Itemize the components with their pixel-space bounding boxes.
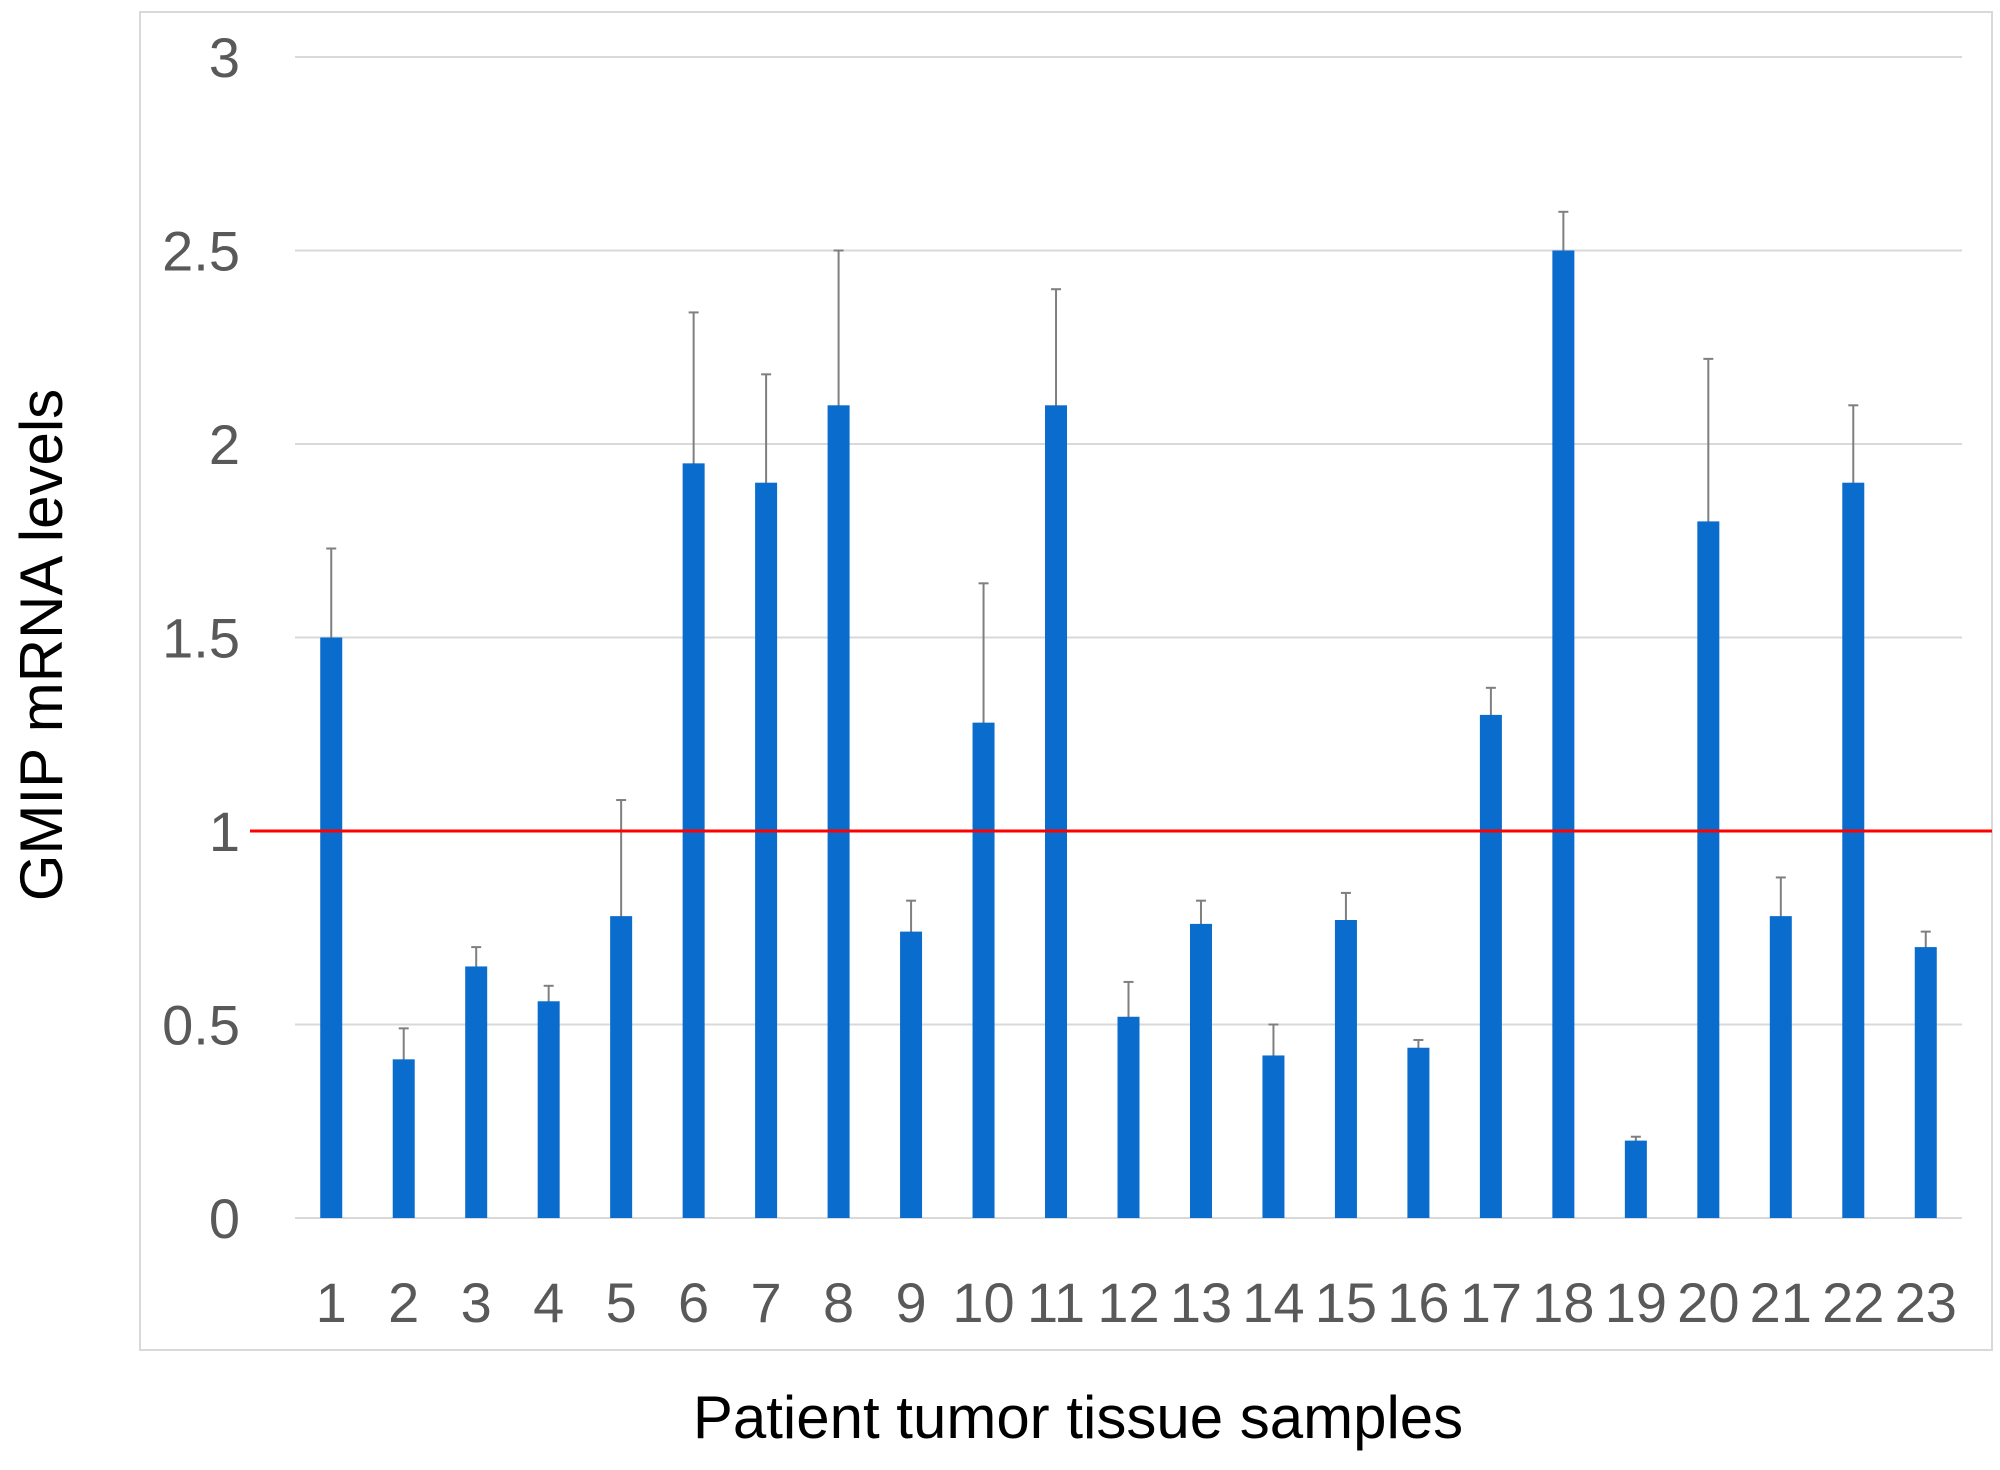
x-tick-label: 8 (823, 1271, 854, 1334)
x-tick-label: 16 (1387, 1271, 1449, 1334)
bar-sample-5 (610, 916, 633, 1218)
x-tick-label: 17 (1460, 1271, 1522, 1334)
x-tick-label: 21 (1750, 1271, 1812, 1334)
y-tick-label: 3 (209, 26, 240, 89)
bar-sample-6 (682, 463, 705, 1219)
x-tick-label: 13 (1170, 1271, 1232, 1334)
bar-sample-15 (1334, 920, 1357, 1218)
x-tick-label: 22 (1822, 1271, 1884, 1334)
bar-sample-4 (537, 1001, 560, 1218)
bar-sample-16 (1407, 1047, 1430, 1218)
bar-sample-19 (1624, 1140, 1647, 1218)
bar-sample-7 (755, 482, 778, 1218)
bar-sample-10 (972, 722, 995, 1218)
bar-sample-14 (1262, 1055, 1285, 1218)
x-tick-label: 5 (606, 1271, 637, 1334)
x-tick-label: 14 (1242, 1271, 1304, 1334)
y-tick-label: 2 (209, 413, 240, 476)
x-tick-label: 12 (1097, 1271, 1159, 1334)
x-tick-label: 1 (316, 1271, 347, 1334)
y-tick-label: 0 (209, 1187, 240, 1250)
x-tick-label: 20 (1677, 1271, 1739, 1334)
bar-sample-18 (1552, 250, 1575, 1218)
bar-sample-12 (1117, 1016, 1140, 1218)
bar-sample-22 (1842, 482, 1865, 1218)
x-axis-title: Patient tumor tissue samples (693, 1384, 1463, 1451)
x-tick-label: 6 (678, 1271, 709, 1334)
y-tick-label: 1.5 (162, 607, 240, 670)
x-tick-label: 15 (1315, 1271, 1377, 1334)
x-tick-label: 19 (1605, 1271, 1667, 1334)
y-axis-ticks: 0 0.5 1 1.5 2 2.5 3 (162, 26, 240, 1250)
bar-sample-23 (1914, 947, 1937, 1218)
bar-sample-21 (1769, 916, 1792, 1218)
gridlines (295, 56, 1962, 1219)
y-tick-label: 1 (209, 800, 240, 863)
y-axis-title: GMIP mRNA levels (8, 389, 75, 901)
x-tick-label: 3 (461, 1271, 492, 1334)
bar-sample-13 (1189, 923, 1212, 1218)
x-tick-label: 9 (895, 1271, 926, 1334)
bar-sample-2 (392, 1059, 415, 1218)
x-tick-label: 23 (1895, 1271, 1957, 1334)
bar-sample-9 (900, 931, 923, 1218)
x-axis-ticks: 1 2 3 4 5 6 7 8 9 10 11 12 13 14 15 16 17 18 19 20 21 22 23 (316, 1271, 1957, 1334)
x-tick-label: 18 (1532, 1271, 1594, 1334)
bar-sample-11 (1045, 405, 1068, 1218)
x-tick-label: 7 (751, 1271, 782, 1334)
bar-sample-20 (1697, 521, 1720, 1218)
bar-sample-17 (1479, 714, 1502, 1218)
bar-sample-8 (827, 405, 850, 1218)
y-tick-label: 2.5 (162, 220, 240, 283)
x-tick-label: 11 (1027, 1271, 1085, 1334)
x-tick-label: 4 (533, 1271, 564, 1334)
bars (320, 250, 1937, 1219)
x-tick-label: 2 (388, 1271, 419, 1334)
bar-sample-1 (320, 637, 343, 1218)
x-tick-label: 10 (952, 1271, 1014, 1334)
y-tick-label: 0.5 (162, 994, 240, 1057)
bar-sample-3 (465, 966, 488, 1218)
